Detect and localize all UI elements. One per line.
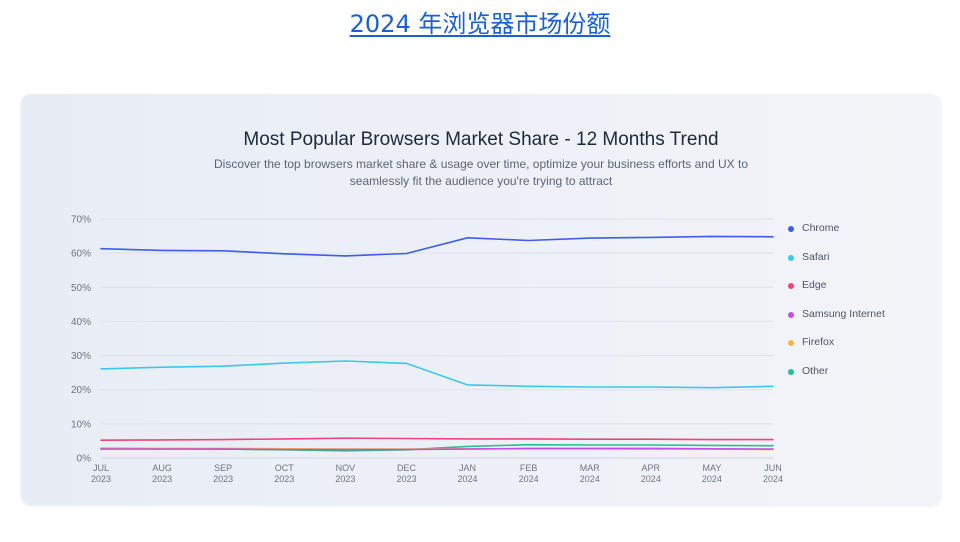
x-tick-year: 2023	[274, 474, 294, 484]
series-line-samsung-internet[interactable]	[100, 447, 774, 451]
legend-item-edge[interactable]: Edge	[786, 279, 926, 308]
y-tick-label: 60%	[71, 249, 91, 260]
series-line-chrome[interactable]	[100, 235, 774, 257]
series-line-safari[interactable]	[100, 360, 774, 389]
chart-card: Most Popular Browsers Market Share - 12 …	[21, 94, 941, 505]
x-tick-year: 2024	[641, 474, 661, 484]
line-chart: 0%10%20%30%40%50%60%70%JUL2023AUG2023SEP…	[71, 215, 783, 485]
x-tick-month: APR	[642, 463, 661, 473]
legend-label: Edge	[802, 279, 827, 291]
legend-item-chrome[interactable]: Chrome	[786, 222, 926, 251]
x-tick-month: MAY	[702, 463, 721, 473]
chart-legend: Chrome Safari Edge Samsung Internet Firefox O…	[786, 222, 926, 393]
legend-dot-chrome	[788, 226, 794, 232]
x-tick-year: 2023	[335, 474, 355, 484]
x-tick-month: SEP	[214, 463, 232, 473]
chart-subtitle-line-2: seamlessly fit the audience you're tryin…	[349, 174, 613, 188]
y-tick-label: 10%	[71, 419, 91, 430]
legend-dot-firefox	[788, 340, 794, 346]
legend-label: Samsung Internet	[802, 307, 885, 320]
x-tick-year: 2023	[152, 474, 172, 484]
chart-title: Most Popular Browsers Market Share - 12 …	[243, 129, 719, 150]
x-tick-year: 2024	[519, 474, 539, 484]
x-tick-month: JUL	[93, 463, 109, 473]
legend-dot-other	[788, 368, 794, 375]
x-tick-month: JAN	[459, 463, 476, 473]
y-tick-label: 70%	[71, 215, 91, 226]
legend-dot-edge	[788, 283, 794, 289]
legend-label: Safari	[802, 250, 830, 263]
legend-label: Firefox	[802, 336, 835, 348]
y-tick-label: 20%	[71, 385, 91, 396]
x-tick-year: 2023	[213, 474, 233, 484]
x-tick-month: MAR	[580, 463, 601, 473]
x-tick-year: 2024	[763, 474, 783, 484]
x-tick-month: DEC	[397, 463, 417, 473]
x-tick-month: NOV	[336, 463, 356, 473]
legend-item-safari[interactable]: Safari	[786, 251, 926, 280]
y-tick-label: 30%	[71, 351, 91, 362]
chart-subtitle: Discover the top browsers market share &…	[181, 156, 781, 190]
x-tick-year: 2024	[458, 474, 478, 484]
legend-label: Other	[802, 364, 829, 377]
y-tick-label: 0%	[77, 454, 92, 465]
x-tick-month: AUG	[152, 463, 172, 473]
x-tick-month: JUN	[764, 463, 782, 473]
page-heading[interactable]: 2024 年浏览器市场份额	[349, 10, 611, 38]
legend-dot-samsung-internet	[788, 311, 794, 318]
legend-item-other[interactable]: Other	[786, 365, 926, 394]
x-tick-month: OCT	[275, 463, 295, 473]
chart-subtitle-line-1: Discover the top browsers market share &…	[213, 157, 749, 171]
legend-dot-safari	[788, 254, 794, 261]
x-tick-year: 2024	[580, 474, 600, 484]
series-line-edge[interactable]	[100, 437, 774, 442]
y-tick-label: 40%	[71, 317, 91, 328]
x-tick-year: 2024	[702, 474, 722, 484]
legend-item-samsung-internet[interactable]: Samsung Internet	[786, 308, 926, 337]
x-tick-year: 2023	[91, 474, 111, 484]
legend-label: Chrome	[802, 222, 840, 234]
y-tick-label: 50%	[71, 283, 91, 294]
legend-item-firefox[interactable]: Firefox	[786, 336, 926, 365]
x-tick-month: FEB	[520, 463, 538, 473]
x-tick-year: 2023	[396, 474, 416, 484]
